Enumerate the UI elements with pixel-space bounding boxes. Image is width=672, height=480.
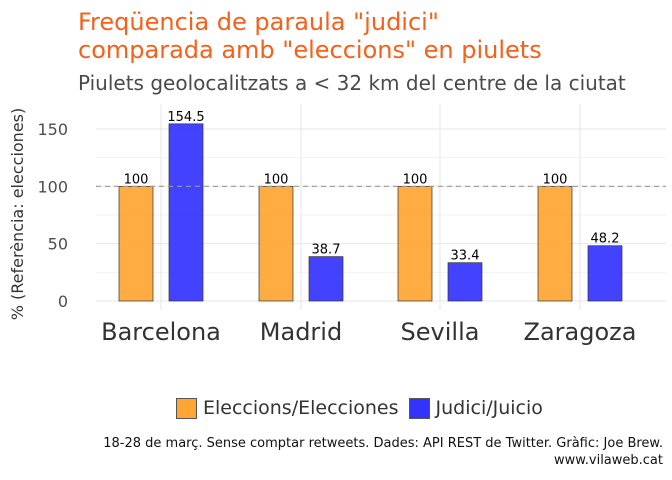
legend-label-judici: Judici/Juicio (435, 397, 543, 419)
data-label-zaragoza-eleccions: 100 (543, 172, 568, 187)
caption-line-1: 18-28 de març. Sense comptar retweets. D… (103, 436, 663, 451)
chart-subtitle: Piulets geolocalitzats a < 32 km del cen… (78, 71, 626, 95)
title-line-2: comparada amb "eleccions" en piulets (78, 36, 542, 64)
legend-item-judici: Judici/Juicio (408, 397, 543, 419)
data-label-madrid-judici: 38.7 (312, 243, 341, 258)
bar-barcelona-judici (168, 123, 204, 302)
data-label-sevilla-eleccions: 100 (403, 172, 428, 187)
legend-item-eleccions: Eleccions/Elecciones (176, 397, 399, 419)
legend: Eleccions/Elecciones Judici/Juicio (176, 395, 553, 421)
bar-madrid-eleccions (258, 185, 294, 302)
title-line-1: Freqüencia de paraula "judici" (78, 8, 439, 36)
bar-sevilla-judici (447, 262, 483, 302)
data-label-barcelona-eleccions: 100 (124, 172, 149, 187)
bar-madrid-judici (308, 256, 344, 302)
data-label-barcelona-judici: 154.5 (167, 110, 204, 125)
y-tick-label: 50 (48, 235, 68, 254)
bar-zaragoza-eleccions (537, 185, 573, 302)
data-label-zaragoza-judici: 48.2 (591, 232, 620, 247)
x-tick-label: Madrid (260, 318, 342, 346)
caption-line-2: www.vilaweb.cat (554, 453, 663, 468)
x-tick-label: Zaragoza (524, 318, 637, 346)
data-label-madrid-eleccions: 100 (264, 172, 289, 187)
x-tick-label: Sevilla (401, 318, 480, 346)
legend-swatch-judici (408, 397, 430, 419)
legend-label-eleccions: Eleccions/Elecciones (203, 397, 399, 419)
bar-barcelona-eleccions (118, 185, 154, 302)
x-tick-label: Barcelona (101, 318, 221, 346)
bar-sevilla-eleccions (397, 185, 433, 302)
data-label-sevilla-judici: 33.4 (451, 249, 480, 264)
y-tick-label: 150 (37, 120, 68, 139)
legend-swatch-eleccions (176, 397, 197, 419)
y-tick-label: 0 (58, 292, 68, 311)
y-tick-label: 100 (37, 177, 68, 196)
bar-zaragoza-judici (587, 245, 623, 302)
caption: 18-28 de març. Sense comptar retweets. D… (103, 435, 663, 469)
chart-title: Freqüencia de paraula "judici" comparada… (78, 8, 542, 64)
